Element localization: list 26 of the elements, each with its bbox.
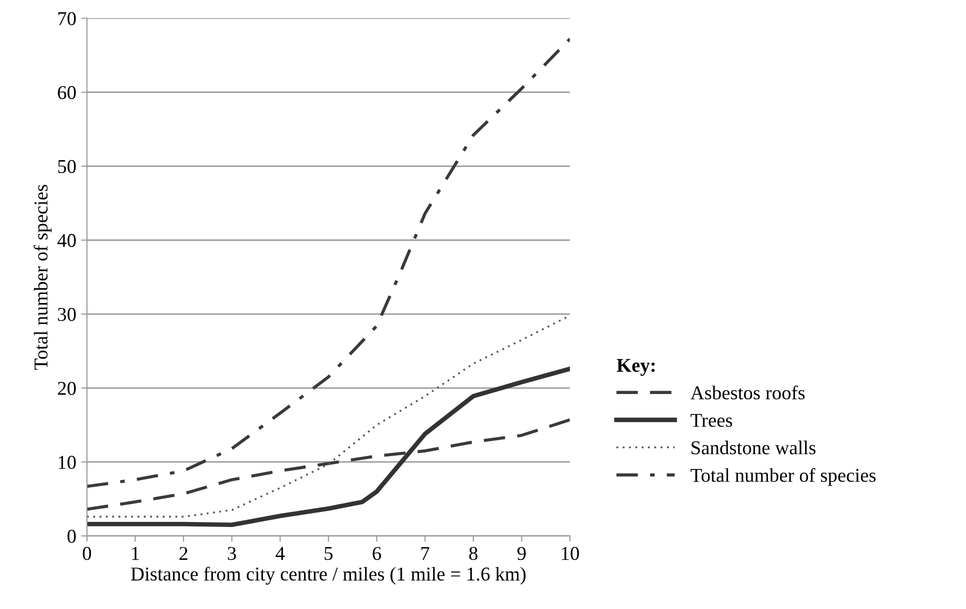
x-tick-label: 6: [372, 546, 382, 560]
legend-label: Trees: [690, 414, 732, 427]
y-tick-label: 40: [57, 234, 76, 248]
y-tick-label: 0: [68, 530, 76, 543]
y-axis-title: Total number of species: [34, 184, 52, 370]
legend-label: Sandstone walls: [692, 440, 816, 454]
legend-title: Key:: [616, 358, 655, 376]
x-tick-label: 10: [562, 546, 579, 560]
x-tick-label: 2: [180, 546, 188, 560]
x-tick-label: 8: [469, 546, 478, 560]
y-tick-label: 70: [58, 12, 76, 26]
legend-label: Asbestos roofs: [690, 386, 805, 400]
x-tick-label: 1: [132, 546, 139, 560]
x-tick-label: 9: [517, 546, 526, 560]
x-tick-label: 7: [421, 547, 430, 560]
y-tick-label: 30: [58, 308, 76, 322]
legend-label: Total number of species: [690, 468, 876, 486]
x-tick-label: 4: [276, 547, 285, 560]
y-tick-label: 10: [58, 456, 76, 469]
x-axis-title: Distance from city centre / miles (1 mile = 1.6 km): [131, 566, 526, 585]
x-tick-label: 3: [228, 546, 236, 560]
x-tick-label: 5: [324, 547, 333, 560]
y-tick-label: 60: [58, 86, 76, 100]
x-tick-label: 0: [82, 546, 92, 560]
y-tick-label: 50: [58, 160, 76, 174]
y-tick-label: 20: [58, 382, 76, 395]
